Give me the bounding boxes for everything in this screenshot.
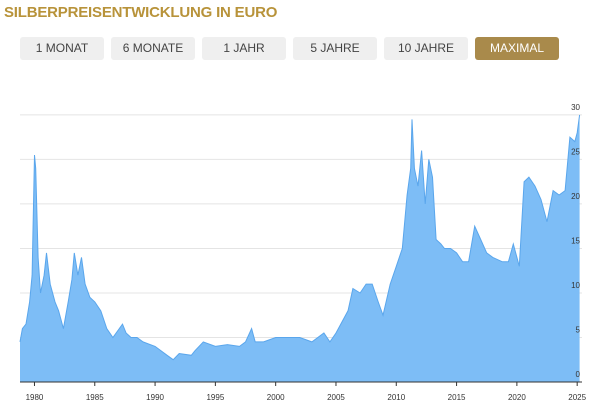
y-tick-label: 10 <box>571 281 580 290</box>
x-tick-label: 1985 <box>86 393 104 402</box>
y-tick-label: 5 <box>576 325 581 334</box>
chart-title: SILBERPREISENTWICKLUNG IN EURO <box>4 4 278 21</box>
range-tab[interactable]: 5 JAHRE <box>293 37 377 60</box>
range-tabs: 1 MONAT 6 MONATE 1 JAHR 5 JAHRE 10 JAHRE MAXI… <box>20 37 559 60</box>
x-tick-label: 2025 <box>568 393 586 402</box>
y-tick-label: 20 <box>571 192 580 201</box>
x-tick-label: 2010 <box>387 393 405 402</box>
x-tick-label: 2005 <box>327 393 345 402</box>
range-tab[interactable]: 10 JAHRE <box>384 37 468 60</box>
y-tick-label: 0 <box>576 370 581 379</box>
y-tick-label: 15 <box>571 236 580 245</box>
area <box>20 114 580 383</box>
x-tick-label: 1990 <box>146 393 164 402</box>
line <box>19 114 581 361</box>
x-tick-label: 2020 <box>508 393 526 402</box>
x-tick-label: 1980 <box>26 393 44 402</box>
x-tick-label: 1995 <box>206 393 224 402</box>
range-tab[interactable]: MAXIMAL <box>475 37 559 60</box>
y-tick-label: 25 <box>571 147 580 156</box>
x-tick-label: 2015 <box>448 393 466 402</box>
x-tick-label: 2000 <box>267 393 285 402</box>
y-tick-label: 30 <box>571 103 580 112</box>
range-tab[interactable]: 1 MONAT <box>20 37 104 60</box>
range-tab[interactable]: 1 JAHR <box>202 37 286 60</box>
range-tab[interactable]: 6 MONATE <box>111 37 195 60</box>
